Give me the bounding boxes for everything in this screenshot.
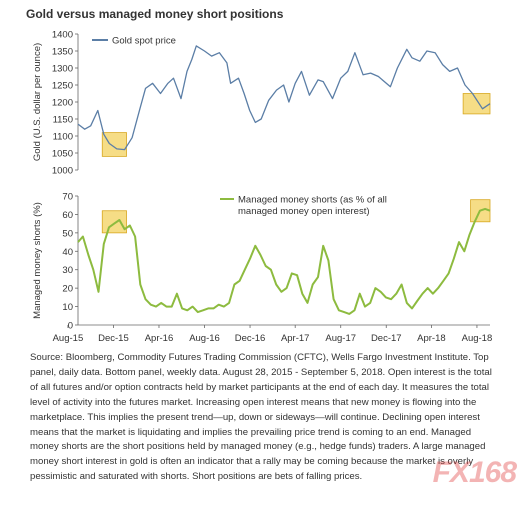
gold-y-tick-label: 1000: [52, 166, 73, 177]
gold-y-tick-label: 1200: [52, 98, 73, 109]
shorts-series-line: [77, 207, 491, 315]
shorts-y-tick-label: 70: [62, 192, 73, 203]
charts-canvas: 100010501100115012001250130013501400Gold…: [32, 30, 492, 345]
gold-y-tick-label: 1300: [52, 64, 73, 75]
watermark-logo: FX168: [432, 456, 517, 489]
shorts-y-axis-title: Managed money shorts (%): [32, 202, 43, 319]
gold-y-tick-label: 1250: [52, 81, 73, 92]
shorts-y-tick-label: 60: [62, 210, 73, 221]
x-tick-label: Aug-18: [462, 333, 493, 344]
x-tick-label: Aug-17: [325, 333, 356, 344]
source-note: Source: Bloomberg, Commodity Futures Tra…: [30, 352, 492, 483]
x-tick-label: Dec-17: [371, 333, 402, 344]
x-tick-label: Apr-16: [145, 333, 174, 344]
shorts-y-tick-label: 40: [62, 247, 73, 258]
shorts-highlight-box-1: [101, 210, 127, 234]
shorts-legend-label-line-1: Managed money shorts (as % of all: [238, 195, 387, 206]
gold-y-tick-label: 1350: [52, 47, 73, 58]
managed-money-shorts-panel: 0 10 20 30 40 50 60 70 Managed money shorts (%) M…: [32, 192, 492, 345]
shorts-y-tick-label: 20: [62, 284, 73, 295]
x-tick-label: Aug-15: [53, 333, 84, 344]
x-tick-label: Aug-16: [189, 333, 220, 344]
shorts-y-tick-label: 30: [62, 265, 73, 276]
x-tick-label: Apr-18: [417, 333, 446, 344]
shorts-y-tick-label: 0: [68, 321, 73, 332]
gold-y-axis-title: Gold (U.S. dollar per ounce): [32, 43, 43, 161]
gold-highlight-box-2: [462, 93, 491, 115]
x-tick-label: Dec-16: [235, 333, 266, 344]
gold-series-line: [77, 45, 491, 151]
shorts-legend-label-line-2: managed money open interest): [238, 206, 370, 217]
gold-legend-label: Gold spot price: [112, 36, 176, 47]
gold-y-tick-label: 1050: [52, 149, 73, 160]
x-tick-label: Apr-17: [281, 333, 310, 344]
shorts-y-tick-label: 50: [62, 228, 73, 239]
x-tick-label: Dec-15: [98, 333, 129, 344]
shorts-y-tick-label: 10: [62, 302, 73, 313]
gold-y-tick-label: 1150: [53, 115, 73, 126]
gold-price-panel: 1000 1050 1100 1150 1200 1250 1300 1350 1400 Gold…: [32, 30, 491, 177]
gold-y-tick-label: 1100: [53, 132, 73, 143]
gold-y-tick-label: 1400: [52, 30, 73, 41]
chart-title: Gold versus managed money short position…: [26, 7, 284, 21]
gold-highlight-box-1: [101, 132, 127, 157]
